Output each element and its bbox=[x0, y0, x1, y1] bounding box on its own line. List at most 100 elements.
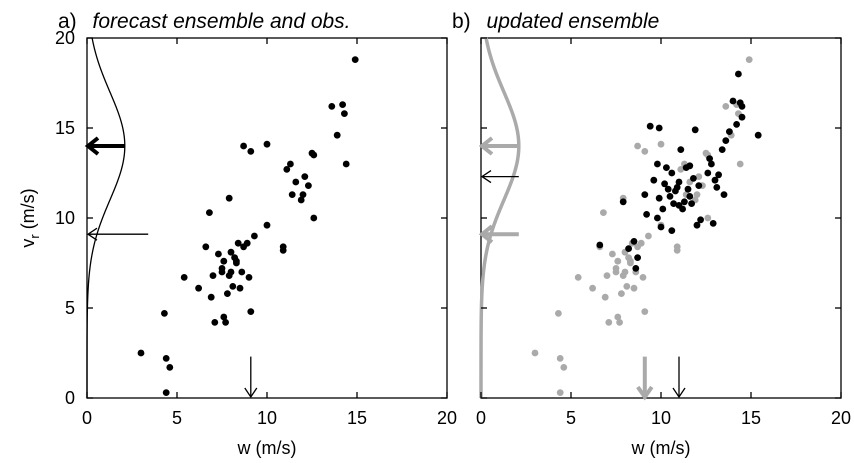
panel-a-series-0-point-37 bbox=[287, 160, 294, 168]
panel-b-series-0-point-0 bbox=[531, 349, 539, 357]
panel-b-arrow-0 bbox=[478, 136, 519, 156]
panel-b-series-0-point-11 bbox=[605, 319, 613, 326]
panel-b-series-1-point-5 bbox=[634, 254, 641, 261]
panel-a-series-0-point-43 bbox=[305, 182, 312, 190]
panel-a-series-0-point-47 bbox=[328, 103, 336, 110]
arrow-head bbox=[636, 385, 654, 401]
panel-a-series-0-point-10 bbox=[207, 293, 215, 301]
panel-b-series-1-point-31 bbox=[688, 200, 695, 208]
panel-b-series-0-point-16 bbox=[618, 290, 625, 297]
panel-a-series-0-point-50 bbox=[341, 110, 348, 117]
panel-a-series-0-point-54 bbox=[225, 194, 233, 202]
panel-b-series-1-point-8 bbox=[646, 122, 654, 130]
panel-b-series-1-point-32 bbox=[690, 175, 697, 182]
panel-b-series-0-point-35 bbox=[673, 243, 681, 251]
panel-b-series-0-point-10 bbox=[601, 293, 609, 301]
panel-a-series-0-point-9 bbox=[209, 272, 217, 279]
panel-b-series-0-point-1 bbox=[555, 310, 562, 317]
panel-b-series-1-point-24 bbox=[675, 178, 683, 186]
panel-a-pdf-curve-0 bbox=[86, 37, 126, 398]
panel-a-x-tick-label-1: 5 bbox=[172, 408, 182, 428]
panel-a-y-tick-label-1: 5 bbox=[65, 298, 75, 318]
panel-b-series-1-point-0 bbox=[596, 241, 604, 249]
panel-a-series-0-point-2 bbox=[162, 355, 170, 362]
panel-b-series-1-point-22 bbox=[673, 184, 681, 191]
panel-b-series-0-point-2 bbox=[556, 355, 564, 362]
panel-b-series-1-point-9 bbox=[650, 176, 658, 184]
panel-a-series-0-point-28 bbox=[247, 308, 255, 315]
panel-a-series-0-point-0 bbox=[137, 349, 145, 357]
panel-a-series-0-point-30 bbox=[247, 148, 255, 155]
panel-b-x-tick-label-1: 5 bbox=[566, 408, 576, 428]
arrow-head bbox=[244, 387, 258, 399]
panel-a-series-0-point-32 bbox=[263, 140, 271, 148]
panel-b-series-1-point-34 bbox=[693, 221, 701, 229]
panel-a-x-tick-label-0: 0 bbox=[82, 408, 92, 428]
panel-a: a) forecast ensemble and obs. 0 5 10 15 20 0… bbox=[18, 10, 457, 458]
panel-a-x-tick-label-3: 15 bbox=[347, 408, 367, 428]
panel-b-y-ticks bbox=[481, 37, 841, 399]
panel-a-series-0-point-3 bbox=[166, 364, 174, 371]
panel-b-arrow-1 bbox=[478, 224, 519, 244]
panel-b-series-0-point-28 bbox=[641, 308, 649, 315]
panel-b-series-1-point-39 bbox=[708, 160, 715, 168]
panel-b-series-1-point-51 bbox=[738, 103, 746, 110]
panel-a-title-text: forecast ensemble and obs. bbox=[93, 10, 351, 33]
panel-a-x-tick-label-2: 10 bbox=[257, 408, 277, 428]
panel-b-series-1-point-13 bbox=[657, 223, 665, 231]
panel-a-plot-frame bbox=[86, 37, 448, 399]
panel-a-title: a) forecast ensemble and obs. bbox=[58, 10, 351, 33]
panel-b-series-1-point-54 bbox=[709, 220, 717, 227]
panel-b-title: b) updated ensemble bbox=[452, 10, 659, 33]
panel-b-arrow-3 bbox=[636, 356, 654, 401]
panel-b-series-1-point-30 bbox=[686, 193, 694, 200]
panel-a-y-tick-label-4: 20 bbox=[55, 28, 75, 48]
panel-b-x-tick-label-0: 0 bbox=[476, 408, 486, 428]
panel-b-series-1-point-55 bbox=[668, 227, 676, 235]
panel-a-series-0-point-56 bbox=[233, 259, 240, 267]
panel-b-series-0-point-41 bbox=[693, 191, 701, 199]
panel-a-series-0-point-42 bbox=[301, 173, 309, 181]
panel-a-series-0-point-5 bbox=[180, 274, 188, 281]
panel-a-series-0-point-33 bbox=[263, 221, 271, 229]
panel-a-series-0-point-7 bbox=[202, 243, 210, 251]
panel-b-series-1-point-7 bbox=[643, 211, 650, 218]
panel-a-series-0-point-15 bbox=[222, 319, 230, 326]
panel-b-series-0-point-51 bbox=[736, 160, 744, 168]
panel-b-series-1-point-12 bbox=[655, 194, 663, 202]
panel-b-series-0-point-15 bbox=[616, 319, 623, 326]
panel-b-series-0-point-3 bbox=[560, 364, 568, 371]
panel-b-series-1-point-41 bbox=[713, 184, 721, 191]
panel-a-series-0-point-46 bbox=[310, 151, 318, 159]
panel-a-series-0-point-55 bbox=[227, 248, 235, 256]
panel-b-series-1-point-44 bbox=[720, 191, 728, 199]
panel-b-series-1-point-36 bbox=[697, 216, 704, 224]
panel-b-series-0-point-19 bbox=[623, 283, 631, 290]
panel-a-series-0-point-12 bbox=[215, 250, 222, 258]
panel-b-series-1-point-47 bbox=[729, 97, 737, 105]
panel-a-series-0-point-52 bbox=[351, 56, 359, 63]
panel-b-series-1-point-57 bbox=[686, 162, 694, 170]
panel-b-series-0-point-14 bbox=[614, 313, 622, 321]
panel-b-series-1-point-2 bbox=[625, 245, 632, 253]
panel-a-arrow-1 bbox=[86, 227, 149, 241]
panel-a-series-0-point-24 bbox=[238, 268, 246, 276]
panel-a-x-axis-label: w (m/s) bbox=[237, 438, 297, 458]
panel-b-series-1-point-45 bbox=[722, 137, 730, 145]
panel-b-series-0-point-26 bbox=[637, 239, 645, 247]
panel-a-series-0-point-19 bbox=[229, 283, 237, 290]
panel-b-series-0-point-4 bbox=[556, 389, 564, 396]
panel-b-series-1-point-48 bbox=[733, 121, 740, 128]
panel-b-x-axis-label: w (m/s) bbox=[631, 438, 691, 458]
y-axis-label-main: v bbox=[18, 239, 38, 248]
panel-a-series-0-point-31 bbox=[251, 232, 258, 240]
panel-a-series-0-point-22 bbox=[234, 239, 242, 247]
arrow-head bbox=[480, 170, 492, 184]
panel-a-y-tick-label-3: 15 bbox=[55, 118, 75, 138]
panel-b-series-0-point-23 bbox=[630, 284, 638, 292]
arrow-head bbox=[478, 224, 494, 244]
panel-b-series-1-point-1 bbox=[619, 198, 627, 206]
panel-a-series-0-point-1 bbox=[161, 310, 168, 317]
panel-a-series-0-point-40 bbox=[297, 196, 305, 204]
